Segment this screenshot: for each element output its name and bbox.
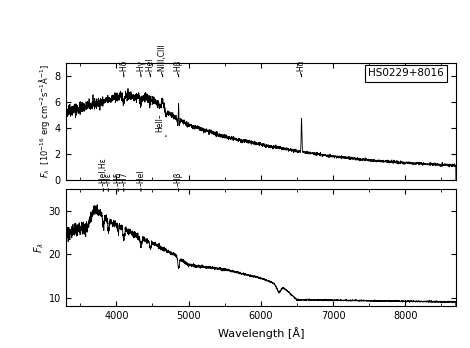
Text: –Hγ: –Hγ [136,60,145,74]
Text: –HeI,Hε: –HeI,Hε [99,157,108,186]
Text: –Hδ: –Hδ [119,60,128,74]
Text: –Hδ: –Hδ [114,172,123,186]
Text: –Hβ: –Hβ [174,59,183,74]
Text: –Hβ: –Hβ [174,172,183,186]
Text: –Hα: –Hα [297,59,306,74]
Text: HS0229+8016: HS0229+8016 [368,69,444,79]
Text: –HeI: –HeI [146,57,155,74]
Y-axis label: $F_\lambda$: $F_\lambda$ [32,242,46,253]
Text: –H7: –H7 [119,172,128,186]
Y-axis label: $F_\lambda$  [$10^{-16}$ erg cm$^{-2}$s$^{-1}$Å$^{-1}$]: $F_\lambda$ [$10^{-16}$ erg cm$^{-2}$s$^… [37,64,52,178]
Text: –NIII,CIII: –NIII,CIII [158,43,167,74]
X-axis label: Wavelength [Å]: Wavelength [Å] [218,327,304,339]
Text: –Hε: –Hε [104,172,113,186]
Text: HeII–: HeII– [155,113,164,132]
Text: –HeI: –HeI [136,169,145,186]
